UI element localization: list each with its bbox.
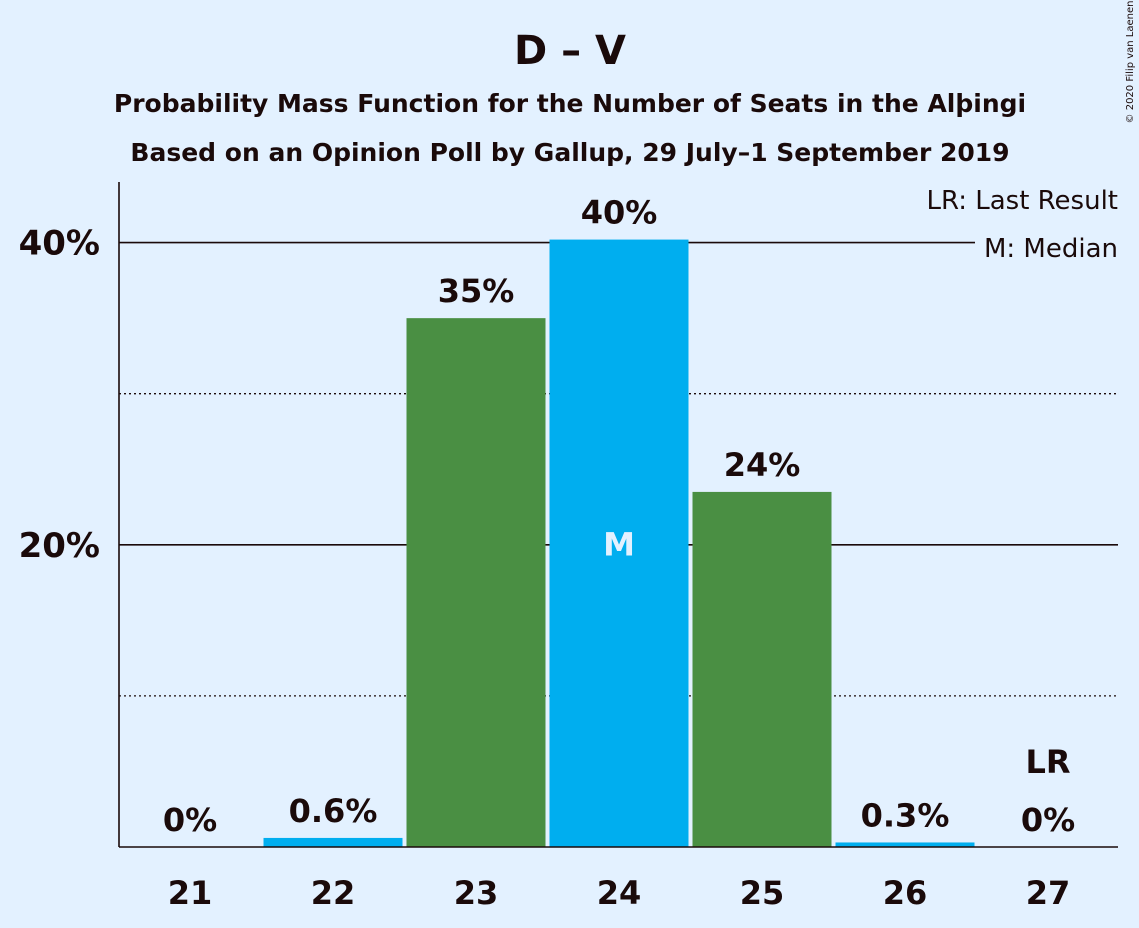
- legend-median: M: Median: [984, 234, 1118, 264]
- data-label-27: 0%: [1021, 801, 1075, 839]
- data-label-26: 0.3%: [861, 796, 950, 834]
- bar-seats-23: [406, 318, 546, 847]
- y-tick-label: 20%: [19, 526, 100, 566]
- bar-seats-22: [263, 837, 403, 847]
- legend-bg-median: [975, 229, 1125, 267]
- x-tick-label-22: 22: [311, 874, 356, 912]
- x-tick-label-23: 23: [454, 874, 499, 912]
- axis-layer: [118, 182, 1118, 848]
- x-tick-label-27: 27: [1026, 874, 1071, 912]
- y-tick-label: 40%: [19, 224, 100, 264]
- bar-seats-26: [835, 842, 975, 847]
- x-tick-label-26: 26: [883, 874, 928, 912]
- bar-seats-24: [549, 239, 689, 847]
- median-marker: M: [603, 525, 635, 563]
- data-label-23: 35%: [438, 272, 515, 310]
- legend-bg-lr: [920, 182, 1125, 220]
- data-label-25: 24%: [724, 446, 801, 484]
- data-label-21: 0%: [163, 801, 217, 839]
- bar-seats-25: [692, 491, 832, 847]
- copyright-notice: © 2020 Filip van Laenen: [1125, 1, 1136, 124]
- bar-layer: [263, 239, 975, 847]
- chart-title: D – V: [514, 28, 626, 74]
- legend-last-result: LR: Last Result: [926, 186, 1118, 216]
- chart-subtitle-2: Based on an Opinion Poll by Gallup, 29 J…: [130, 138, 1009, 167]
- x-tick-label-21: 21: [168, 874, 213, 912]
- label-layer: 20% 40% 21 22 23 24 25 26 27 0% 0.6% 35% 40% 24% 0.3% 0…: [19, 194, 1076, 912]
- x-tick-label-24: 24: [597, 874, 642, 912]
- chart-subtitle-1: Probability Mass Function for the Number…: [114, 89, 1026, 118]
- data-label-24: 40%: [581, 194, 658, 232]
- last-result-marker: LR: [1025, 743, 1070, 781]
- x-tick-label-25: 25: [740, 874, 785, 912]
- data-label-22: 0.6%: [289, 792, 378, 830]
